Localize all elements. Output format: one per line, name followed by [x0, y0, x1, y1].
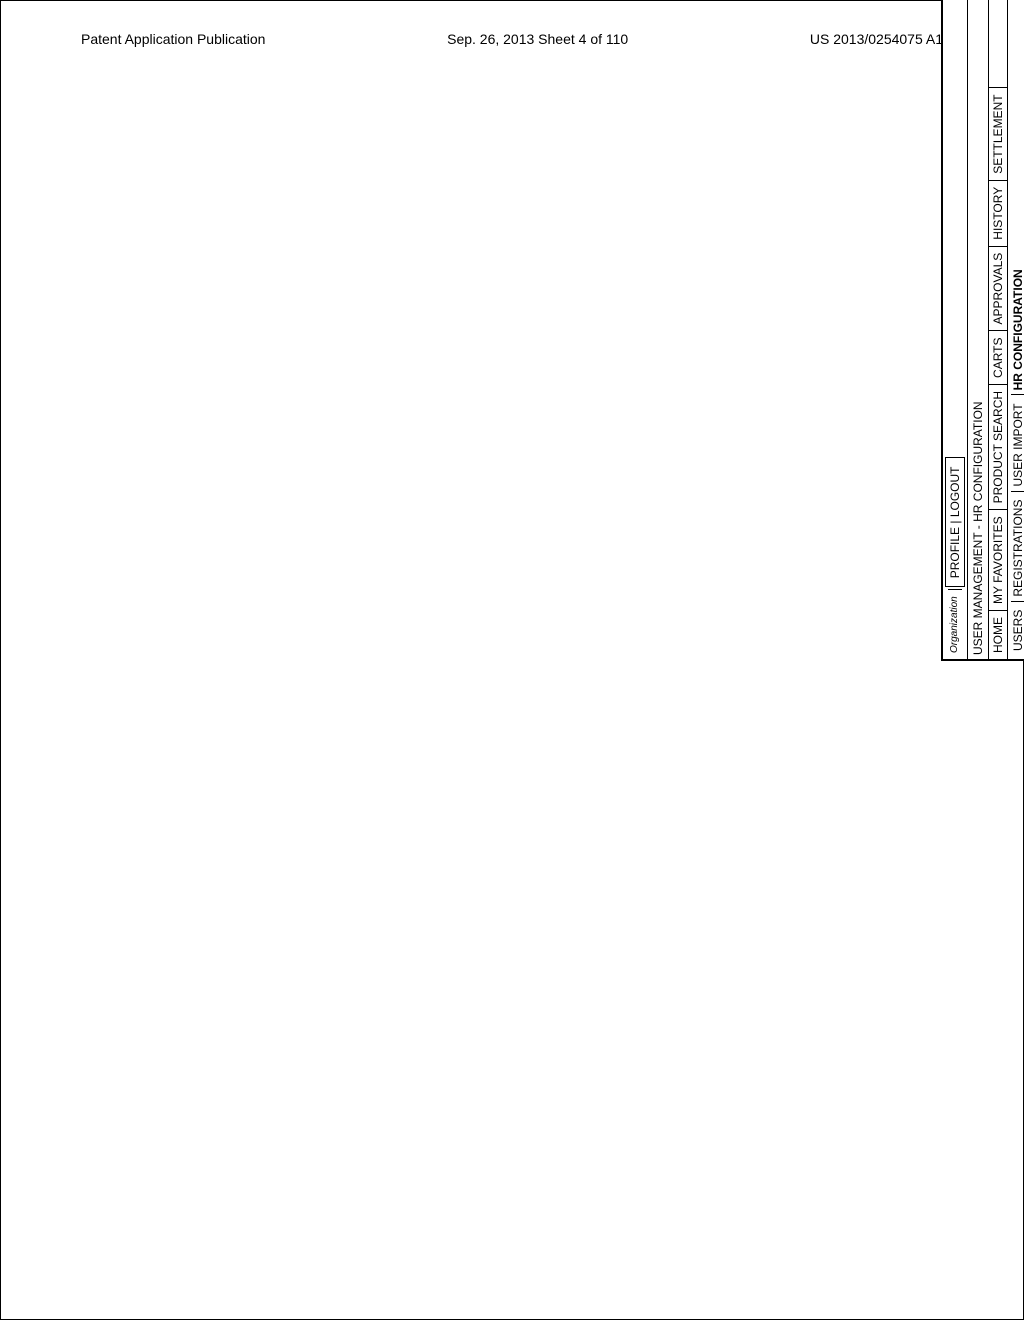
nav-history[interactable]: HISTORY — [989, 180, 1007, 246]
main-nav: HOME MY FAVORITES PRODUCT SEARCH CARTS A… — [989, 0, 1008, 659]
nav-approvals[interactable]: APPROVALS — [989, 246, 1007, 331]
nav-home[interactable]: HOME — [989, 610, 1007, 659]
profile-logout-link[interactable]: PROFILE | LOGOUT — [945, 457, 965, 587]
nav-product-search[interactable]: PRODUCT SEARCH — [989, 384, 1007, 509]
subnav-user-import[interactable]: USER IMPORT — [1011, 399, 1024, 491]
subnav-hr-config[interactable]: HR CONFIGURATION — [1011, 265, 1024, 395]
org-logo: Organization — [948, 589, 962, 659]
subnav-registrations[interactable]: REGISTRATIONS — [1011, 496, 1024, 602]
app-window: Organization PROFILE | LOGOUT 🛒 6 ITEM(S… — [941, 0, 1024, 661]
page-header-center: Sep. 26, 2013 Sheet 4 of 110 — [447, 31, 628, 47]
page-header-left: Patent Application Publication — [81, 31, 265, 47]
nav-favorites[interactable]: MY FAVORITES — [989, 509, 1007, 610]
nav-settlement[interactable]: SETTLEMENT — [989, 87, 1007, 179]
breadcrumb: USER MANAGEMENT - HR CONFIGURATION — [971, 401, 985, 655]
page-header-right: US 2013/0254075 A1 — [810, 31, 943, 47]
subnav-users[interactable]: USERS — [1011, 606, 1024, 655]
nav-carts[interactable]: CARTS — [989, 331, 1007, 384]
